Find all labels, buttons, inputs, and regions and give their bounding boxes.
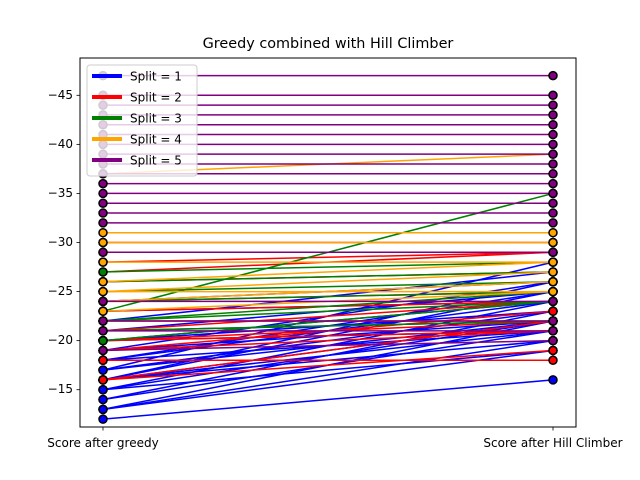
series-1-line-1 <box>102 379 554 420</box>
series-5-point-greedy-4 <box>98 296 108 307</box>
x-axis: Score after greedy Score after Hill Climb… <box>47 427 623 450</box>
x-tick-label: Score after greedy <box>47 436 158 450</box>
series-4-point-greedy-6 <box>98 257 108 267</box>
series-5-point-hill-climber-2 <box>548 326 558 336</box>
series-3-line-6 <box>102 290 554 303</box>
series-5-point-hill-climber-14 <box>548 139 558 150</box>
series-5-point-hill-climber-10 <box>548 178 558 189</box>
series-1-line-11 <box>102 330 554 381</box>
series-5-point-hill-climber-19 <box>548 90 558 101</box>
y-tick-label: −30 <box>48 235 73 249</box>
legend-label-5: Split = 5 <box>130 154 182 168</box>
series-2-line-6 <box>102 330 554 342</box>
series-2-line-1 <box>102 349 554 381</box>
series-4-line-5 <box>102 261 554 283</box>
y-tick-label: −20 <box>48 333 73 347</box>
series-4-point-greedy-5 <box>98 277 108 287</box>
series-2-point-hill-climber-3 <box>548 355 558 366</box>
legend-label-1: Split = 1 <box>130 70 182 84</box>
series-5-point-greedy-2 <box>98 326 108 336</box>
series-5-point-hill-climber-12 <box>548 159 558 169</box>
series-1-point-hill-climber-1 <box>548 375 558 385</box>
series-2-point-hill-climber-5 <box>548 306 558 316</box>
legend-label-4: Split = 4 <box>130 133 182 147</box>
series-1-point-greedy-9 <box>98 384 108 395</box>
series-3-line-4 <box>102 290 554 322</box>
series-markers <box>98 70 558 424</box>
series-3-line-9 <box>102 261 554 273</box>
series-2-line-4 <box>102 330 554 352</box>
series-5-point-hill-climber-1 <box>548 335 558 346</box>
series-5-point-greedy-8 <box>98 198 108 208</box>
series-2-point-greedy-3 <box>98 355 108 366</box>
series-3-line-2 <box>102 320 554 332</box>
series-4-point-hill-climber-7 <box>548 237 558 248</box>
series-4-point-hill-climber-8 <box>548 227 558 238</box>
series-lines <box>102 74 554 420</box>
series-5-point-hill-climber-9 <box>548 188 558 199</box>
series-5-point-greedy-1 <box>98 345 108 356</box>
legend-label-3: Split = 3 <box>130 112 182 126</box>
series-5-point-hill-climber-6 <box>548 218 558 228</box>
series-5-point-hill-climber-15 <box>548 129 558 140</box>
series-2-line-8 <box>102 300 554 332</box>
series-5-point-hill-climber-20 <box>548 70 558 81</box>
series-3-point-greedy-9 <box>98 267 108 277</box>
series-5-point-greedy-7 <box>98 208 108 218</box>
series-4-point-hill-climber-2 <box>548 277 558 287</box>
legend-box <box>86 64 198 177</box>
series-2-line-14 <box>102 251 554 263</box>
series-2-point-greedy-2 <box>98 375 108 385</box>
series-4-point-hill-climber-3 <box>548 286 558 297</box>
series-4-line-4 <box>102 271 554 293</box>
series-1-point-greedy-17 <box>98 365 108 375</box>
y-tick-label: −25 <box>48 284 73 298</box>
series-1-point-greedy-4 <box>98 404 108 415</box>
series-5-point-hill-climber-5 <box>548 247 558 258</box>
series-4-point-greedy-4 <box>98 286 108 297</box>
series-1-line-3 <box>102 339 554 411</box>
series-5-point-greedy-10 <box>98 178 108 189</box>
chart-title: Greedy combined with Hill Climber <box>203 36 454 52</box>
series-3-line-8 <box>102 271 554 283</box>
series-1-point-greedy-6 <box>98 394 108 405</box>
series-4-point-greedy-8 <box>98 227 108 238</box>
series-4-point-hill-climber-6 <box>548 257 558 267</box>
series-5-point-hill-climber-4 <box>548 296 558 307</box>
series-3-point-greedy-1 <box>98 335 108 346</box>
series-5-point-hill-climber-13 <box>548 149 558 159</box>
y-tick-label: −40 <box>48 137 73 151</box>
series-5-point-hill-climber-16 <box>548 119 558 130</box>
series-4-point-greedy-7 <box>98 237 108 248</box>
series-5-point-hill-climber-8 <box>548 198 558 208</box>
legend-label-2: Split = 2 <box>130 91 182 105</box>
series-5-point-hill-climber-3 <box>548 316 558 326</box>
series-2-point-hill-climber-1 <box>548 345 558 356</box>
series-5-point-greedy-9 <box>98 188 108 199</box>
series-3-line-7 <box>102 281 554 293</box>
series-5-point-hill-climber-18 <box>548 100 558 110</box>
series-1-line-7 <box>102 349 554 391</box>
series-5-point-hill-climber-17 <box>548 110 558 120</box>
y-tick-label: −15 <box>48 382 73 396</box>
legend: Split = 1 Split = 2 Split = 3 Split = 4 Spli… <box>86 64 198 177</box>
series-5-point-greedy-3 <box>98 316 108 326</box>
series-5-point-hill-climber-7 <box>548 208 558 218</box>
series-5-point-greedy-6 <box>98 218 108 228</box>
series-5-point-greedy-5 <box>98 247 108 258</box>
y-axis: −15 −20 −25 −30 −35 −40 −45 <box>48 88 80 396</box>
y-tick-label: −35 <box>48 186 73 200</box>
y-tick-label: −45 <box>48 88 73 102</box>
x-tick-label: Score after Hill Climber <box>483 436 622 450</box>
series-3-line-3 <box>102 300 554 322</box>
series-4-point-greedy-1 <box>98 306 108 316</box>
series-5-point-hill-climber-11 <box>548 169 558 179</box>
series-4-point-hill-climber-4 <box>548 267 558 277</box>
series-5-line-1 <box>102 339 554 352</box>
series-1-point-greedy-1 <box>98 414 108 424</box>
